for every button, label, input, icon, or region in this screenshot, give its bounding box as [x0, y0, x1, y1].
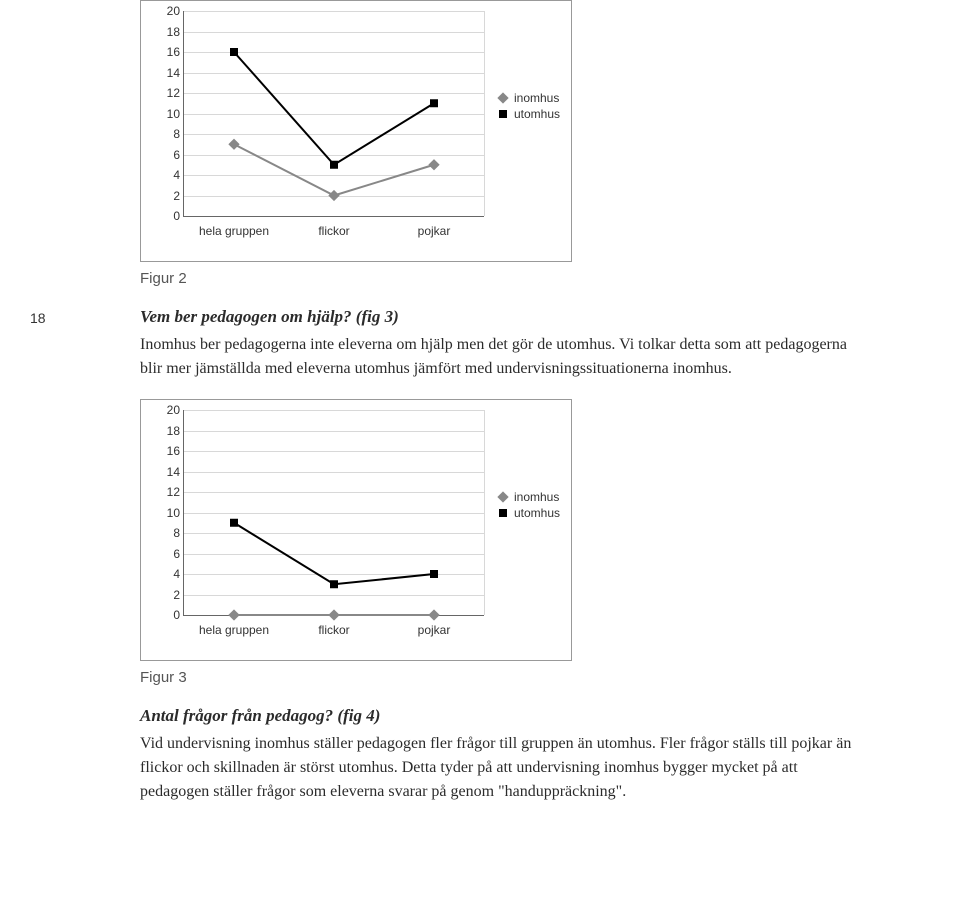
y-tick-label: 20	[154, 403, 180, 417]
series-layer	[184, 410, 484, 615]
x-tick-label: hela gruppen	[199, 224, 269, 238]
chart-fig2: 0 2 4 6 8 10 12 14 16 18 20 hela gruppen flickor pojk…	[140, 0, 572, 262]
section-heading-fig3: Vem ber pedagogen om hjälp? (fig 3)	[140, 307, 880, 327]
y-tick-label: 10	[154, 506, 180, 520]
y-tick-label: 16	[154, 444, 180, 458]
y-tick-label: 0	[154, 608, 180, 622]
y-tick-label: 18	[154, 25, 180, 39]
series-marker	[228, 609, 239, 620]
y-tick-label: 16	[154, 45, 180, 59]
x-tick-label: pojkar	[418, 224, 451, 238]
series-layer	[184, 11, 484, 216]
y-tick-label: 6	[154, 547, 180, 561]
y-tick-label: 8	[154, 127, 180, 141]
plot-area: 02468101214161820hela gruppenflickorpojk…	[183, 410, 484, 616]
x-tick-label: flickor	[318, 224, 349, 238]
series-marker	[230, 48, 238, 56]
legend-label: utomhus	[514, 107, 560, 121]
y-tick-label: 0	[154, 209, 180, 223]
y-tick-label: 14	[154, 66, 180, 80]
series-line	[234, 523, 434, 585]
chart-fig3: 0 2 4 6 8 10 12 14 16 18 20 hela gruppen flickor pojk…	[140, 399, 572, 661]
x-tick-label: flickor	[318, 623, 349, 637]
legend-item: inomhus	[496, 91, 560, 105]
series-marker	[328, 609, 339, 620]
series-marker	[430, 570, 438, 578]
series-marker	[428, 609, 439, 620]
y-tick-label: 20	[154, 4, 180, 18]
y-tick-label: 14	[154, 465, 180, 479]
y-tick-label: 8	[154, 526, 180, 540]
figure-label-2: Figur 2	[140, 270, 880, 287]
series-marker	[428, 159, 439, 170]
series-line	[234, 52, 434, 165]
legend-label: utomhus	[514, 506, 560, 520]
y-tick-label: 10	[154, 107, 180, 121]
section-body-fig3: Inomhus ber pedagogerna inte eleverna om…	[140, 333, 860, 381]
series-marker	[328, 190, 339, 201]
legend-label: inomhus	[514, 490, 559, 504]
section-body-fig4: Vid undervisning inomhus ställer pedagog…	[140, 732, 860, 804]
x-tick-label: hela gruppen	[199, 623, 269, 637]
series-marker	[330, 580, 338, 588]
series-marker	[430, 99, 438, 107]
y-tick-label: 2	[154, 588, 180, 602]
series-marker	[228, 139, 239, 150]
y-tick-label: 4	[154, 168, 180, 182]
series-marker	[330, 161, 338, 169]
series-line	[234, 144, 434, 195]
legend: inomhus utomhus	[496, 490, 560, 522]
figure-label-3: Figur 3	[140, 669, 880, 686]
plot-area: 02468101214161820hela gruppenflickorpojk…	[183, 11, 484, 217]
square-icon	[496, 110, 510, 118]
page: 18 02468101214161820hela gruppenflickorp…	[0, 0, 960, 862]
section-heading-fig4: Antal frågor från pedagog? (fig 4)	[140, 706, 880, 726]
y-tick-label: 2	[154, 189, 180, 203]
y-tick-label: 12	[154, 86, 180, 100]
page-number: 18	[30, 310, 46, 326]
series-marker	[230, 519, 238, 527]
legend-item: utomhus	[496, 506, 560, 520]
square-icon	[496, 509, 510, 517]
legend-item: utomhus	[496, 107, 560, 121]
diamond-icon	[496, 94, 510, 102]
legend-label: inomhus	[514, 91, 559, 105]
y-tick-label: 4	[154, 567, 180, 581]
legend: inomhus utomhus	[496, 91, 560, 123]
y-tick-label: 18	[154, 424, 180, 438]
x-tick-label: pojkar	[418, 623, 451, 637]
y-tick-label: 12	[154, 485, 180, 499]
y-tick-label: 6	[154, 148, 180, 162]
legend-item: inomhus	[496, 490, 560, 504]
diamond-icon	[496, 493, 510, 501]
